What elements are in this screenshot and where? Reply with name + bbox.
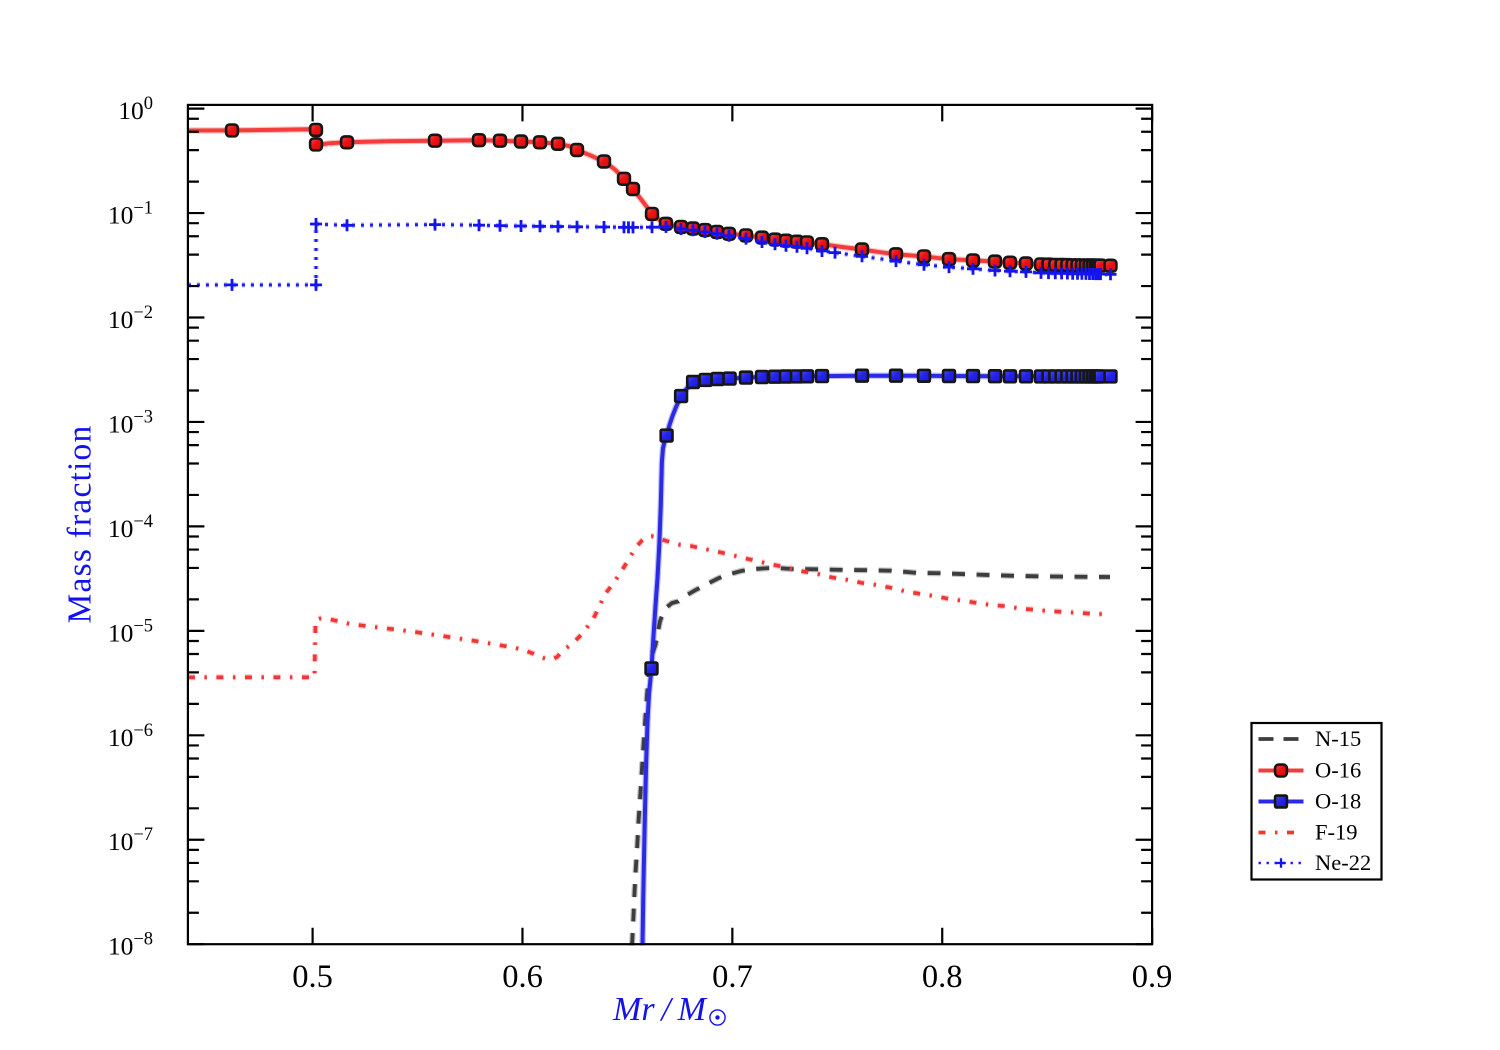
svg-text:0.7: 0.7 [712,959,753,995]
svg-text:Mr / M: Mr / M [612,991,708,1028]
svg-text:0.8: 0.8 [922,959,963,995]
svg-text:10−7: 10−7 [108,825,153,856]
svg-text:N-15: N-15 [1315,726,1361,751]
svg-text:10−1: 10−1 [108,199,153,230]
svg-text:Mass fraction: Mass fraction [62,425,99,624]
svg-text:0.6: 0.6 [502,959,543,995]
svg-text:0.9: 0.9 [1132,959,1173,995]
svg-text:Ne-22: Ne-22 [1315,850,1371,875]
svg-text:O-18: O-18 [1315,789,1361,814]
svg-text:0.5: 0.5 [292,959,333,995]
svg-text:F-19: F-19 [1315,820,1358,845]
svg-text:O-16: O-16 [1315,758,1361,783]
